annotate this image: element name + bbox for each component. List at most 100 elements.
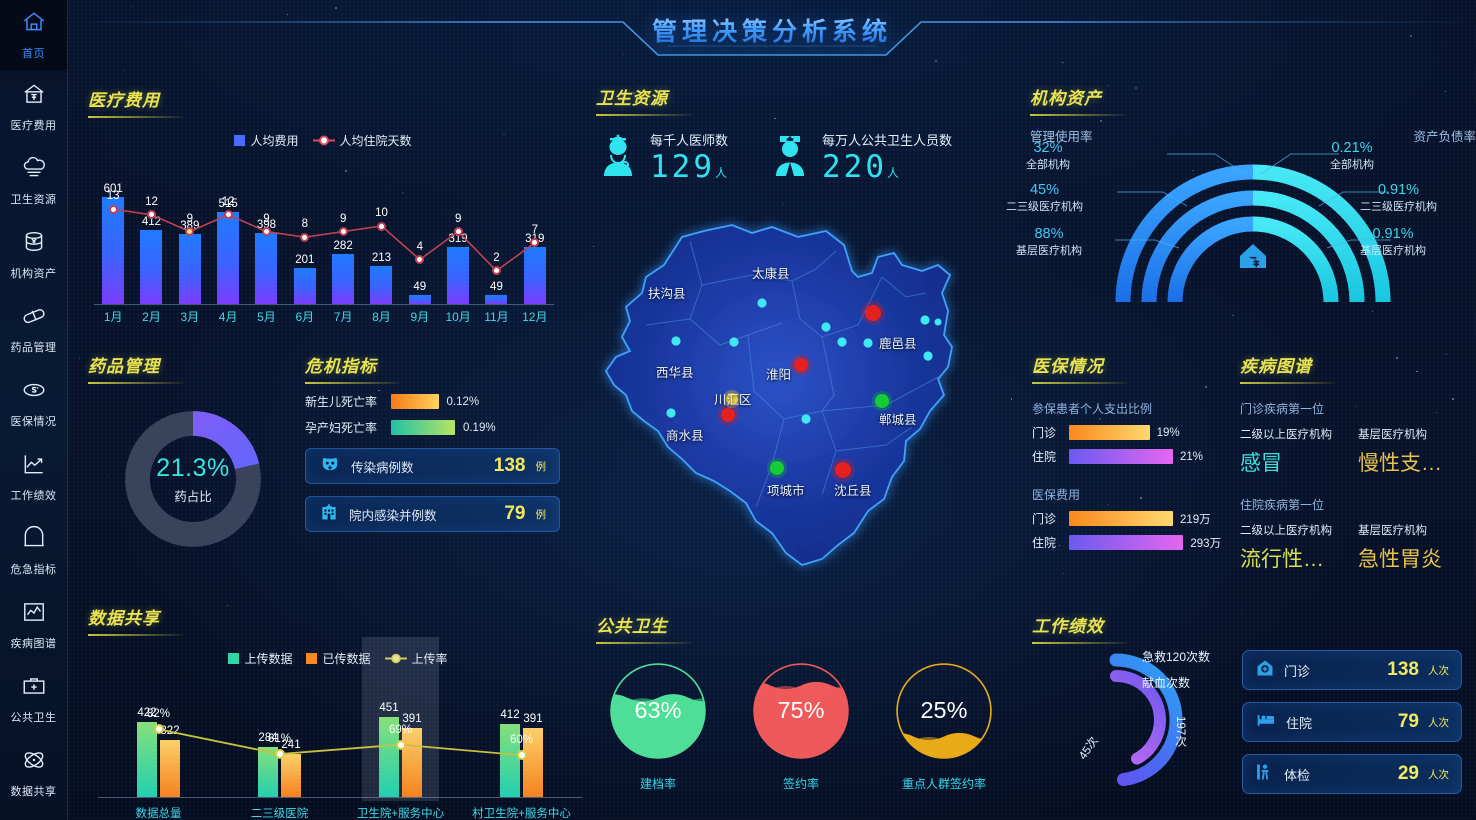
drug-ratio-donut[interactable]: 21.3% 药占比 xyxy=(120,406,266,552)
svg-text:63%: 63% xyxy=(635,697,682,723)
title-rule xyxy=(88,116,184,118)
line-point[interactable] xyxy=(454,227,463,236)
gauge-label: 重点人群签约率 xyxy=(888,775,1000,792)
insurance-bar[interactable] xyxy=(1069,511,1173,526)
liquid-gauge[interactable]: 25% 重点人群签约率 xyxy=(888,660,1000,792)
disease-inpatient-group: 住院疾病第一位 二级以上医疗机构 流行性… 基层医疗机构 急性胃炎 xyxy=(1240,496,1476,573)
sidebar-item-crisis[interactable]: 危急指标 xyxy=(0,514,67,588)
crisis-bar[interactable] xyxy=(391,420,455,435)
map-region-label[interactable]: 鹿邑县 xyxy=(879,333,917,352)
crisis-bar[interactable] xyxy=(391,394,439,409)
title-rule xyxy=(305,382,401,384)
sidebar-item-health-resource[interactable]: 卫生资源 xyxy=(0,144,67,218)
line-point[interactable] xyxy=(275,749,285,759)
x-tick: 2月 xyxy=(132,308,170,325)
insurance-bar-row: 住院 293万 xyxy=(1032,534,1237,551)
stat-card-outpatient[interactable]: 门诊 138 人次 xyxy=(1242,650,1462,690)
legend-item-line[interactable]: 人均住院天数 xyxy=(313,132,412,149)
crisis-bar-value: 0.12% xyxy=(447,396,480,408)
public-health-panel: 公共卫生 63% 建档率 75% 签约率 25% 重点人群签约率 xyxy=(596,612,1006,817)
asset-house-icon xyxy=(1240,244,1266,268)
line-value: 13 xyxy=(104,190,122,202)
title-rule xyxy=(596,642,692,644)
map-region-label[interactable]: 郸城县 xyxy=(879,409,917,428)
map-region-label[interactable]: 西华县 xyxy=(656,362,694,381)
legend-item-upload[interactable]: 上传数据 xyxy=(228,650,292,667)
line-point[interactable] xyxy=(300,233,309,242)
line-point[interactable] xyxy=(517,750,527,760)
region-map[interactable]: 扶沟县 太康县鹿邑县西华县 淮阳郸城县 川汇区 商水县项城市 沈丘县 xyxy=(586,215,1016,605)
health-resource-icon xyxy=(21,155,47,186)
sidebar-item-drug[interactable]: 药品管理 xyxy=(0,292,67,366)
stat-card-inpatient[interactable]: 住院 79 人次 xyxy=(1242,702,1462,742)
map-region-label[interactable]: 太康县 xyxy=(752,263,790,282)
sidebar-item-label: 疾病图谱 xyxy=(11,635,57,651)
line-point[interactable] xyxy=(396,740,406,750)
asset-left-item[interactable]: 88% 基层医疗机构 xyxy=(1016,226,1082,258)
svg-text:75%: 75% xyxy=(778,697,825,723)
x-tick: 6月 xyxy=(286,308,324,325)
sidebar-item-disease[interactable]: 疾病图谱 xyxy=(0,588,67,662)
sidebar-item-data-share[interactable]: 数据共享 xyxy=(0,736,67,810)
asset-right-item[interactable]: 0.91% 基层医疗机构 xyxy=(1360,226,1426,258)
sidebar-item-institution-asset[interactable]: 机构资产 xyxy=(0,218,67,292)
sidebar-item-label: 数据共享 xyxy=(11,783,57,799)
asset-right-item[interactable]: 0.21% 全部机构 xyxy=(1330,140,1374,172)
infection-case-chip[interactable]: 传染病例数 138 例 xyxy=(305,448,560,484)
title-rule xyxy=(88,634,184,636)
insurance-bar[interactable] xyxy=(1069,425,1150,440)
sidebar-item-public-health[interactable]: 公共卫生 xyxy=(0,662,67,736)
chart-plot: 422 322 284 241 451 391 412 391 82% 61% 69% 60% 数据… xyxy=(88,673,588,820)
asset-left-item[interactable]: 45% 二三级医疗机构 xyxy=(1006,182,1083,214)
sidebar-item-performance[interactable]: 工作绩效 xyxy=(0,440,67,514)
card-unit: 人次 xyxy=(1428,767,1449,782)
sidebar-item-medical-cost[interactable]: 医疗费用 xyxy=(0,70,67,144)
section-title: 工作绩效 xyxy=(1032,612,1237,637)
sidebar: 首页 医疗费用 卫生资源 机构资产 药品管理 医保情况 工作绩效 xyxy=(0,0,68,820)
asset-left-item[interactable]: 32% 全部机构 xyxy=(1026,140,1070,172)
resource-value-row: 129人 xyxy=(650,149,728,185)
map-region-label[interactable]: 淮阳 xyxy=(766,364,791,383)
liquid-gauge[interactable]: 75% 签约率 xyxy=(745,660,857,792)
sidebar-item-label: 危急指标 xyxy=(11,561,57,577)
map-region-label[interactable]: 沈丘县 xyxy=(834,480,872,499)
card-unit: 人次 xyxy=(1428,663,1449,678)
line-point[interactable] xyxy=(154,724,164,734)
line-point[interactable] xyxy=(109,205,118,214)
institution-asset-icon xyxy=(21,229,47,260)
doctor-icon xyxy=(596,132,640,183)
disease-col: 基层医疗机构 急性胃炎 xyxy=(1358,522,1476,573)
insurance-bar[interactable] xyxy=(1069,449,1173,464)
chart-plot: 6014123895153982012822134931949319 13129… xyxy=(88,155,558,327)
insurance-group2-title: 医保费用 xyxy=(1032,486,1237,503)
x-tick: 4月 xyxy=(209,308,247,325)
sidebar-item-home[interactable]: 首页 xyxy=(0,0,67,70)
insurance-bar[interactable] xyxy=(1069,535,1183,550)
line-point[interactable] xyxy=(224,210,233,219)
legend-label: 人均费用 xyxy=(250,132,298,149)
nosocomial-infection-chip[interactable]: 院内感染并例数 79 例 xyxy=(305,496,560,532)
line-value: 60% xyxy=(506,734,538,746)
line-point[interactable] xyxy=(339,227,348,236)
hospital-icon xyxy=(319,502,339,527)
liquid-gauge[interactable]: 63% 建档率 xyxy=(602,660,714,792)
asset-value: 32% xyxy=(1026,140,1070,156)
card-unit: 人次 xyxy=(1428,715,1449,730)
chip-value: 79 xyxy=(504,503,525,525)
chip-label: 传染病例数 xyxy=(351,457,484,476)
line-point[interactable] xyxy=(377,222,386,231)
disease-col-value: 急性胃炎 xyxy=(1358,543,1476,573)
doctor-per-thousand: 每千人医师数 129人 xyxy=(596,130,728,185)
x-axis-labels: 1月 2月 3月 4月 5月 6月 7月 8月 9月 10月 11月 12月 xyxy=(94,308,554,325)
map-region-label[interactable]: 川汇区 xyxy=(714,389,752,408)
sidebar-item-insurance[interactable]: 医保情况 xyxy=(0,366,67,440)
map-region-label[interactable]: 扶沟县 xyxy=(648,283,686,302)
asset-right-item[interactable]: 0.91% 二三级医疗机构 xyxy=(1360,182,1437,214)
insurance-bar-key: 门诊 xyxy=(1032,510,1062,527)
x-tick: 1月 xyxy=(94,308,132,325)
map-region-label[interactable]: 商水县 xyxy=(666,425,704,444)
stat-card-checkup[interactable]: 体检 29 人次 xyxy=(1242,754,1462,794)
asset-value: 0.91% xyxy=(1360,182,1437,198)
legend-item-bar[interactable]: 人均费用 xyxy=(234,132,298,149)
map-region-label[interactable]: 项城市 xyxy=(767,480,805,499)
